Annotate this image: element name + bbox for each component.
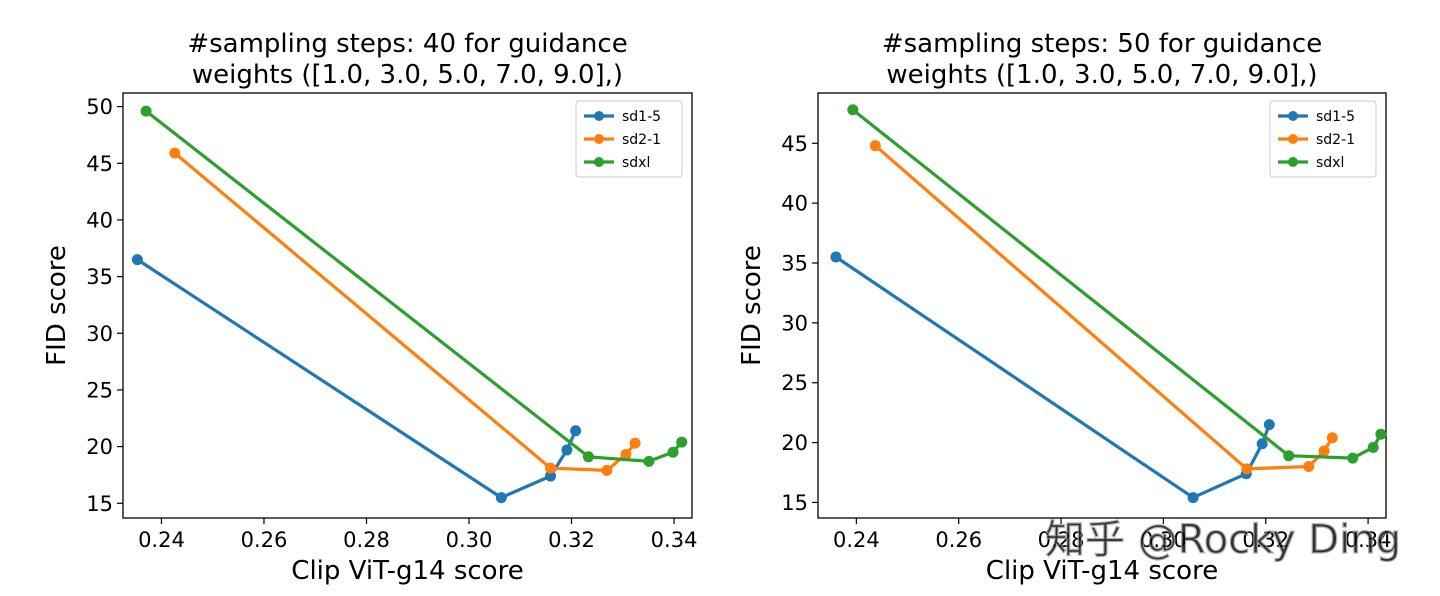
x-tick-label: 0.34 — [651, 528, 698, 552]
data-point — [545, 470, 557, 482]
y-axis-label: FID score — [42, 245, 72, 366]
legend-swatch-marker — [594, 134, 604, 144]
series-line — [834, 255, 1271, 500]
chart-title-line: #sampling steps: 40 for guidance — [187, 29, 627, 59]
data-point — [620, 449, 632, 461]
x-tick-label: 0.26 — [241, 528, 288, 552]
data-point — [561, 444, 573, 456]
legend-label: sd2-1 — [1316, 132, 1355, 148]
chart-steps-40: #sampling steps: 40 for guidanceweights … — [42, 29, 697, 586]
axes-frame — [817, 92, 1387, 519]
y-tick-label: 15 — [86, 492, 113, 516]
y-tick-label: 35 — [781, 252, 808, 276]
data-point — [1283, 450, 1295, 462]
data-point — [847, 104, 859, 116]
data-point — [830, 251, 842, 263]
x-tick-label: 0.30 — [1140, 528, 1187, 552]
data-point — [582, 451, 594, 463]
chart-title-line: #sampling steps: 50 for guidance — [882, 29, 1322, 59]
y-tick-label: 50 — [86, 95, 113, 119]
legend-label: sd1-5 — [622, 109, 661, 125]
data-point — [495, 492, 507, 504]
data-point — [545, 462, 557, 474]
data-point — [1318, 445, 1330, 457]
y-tick-label: 15 — [781, 491, 808, 515]
chart-title-line: weights ([1.0, 3.0, 5.0, 7.0, 9.0],) — [192, 60, 623, 90]
x-tick-label: 0.32 — [1242, 528, 1289, 552]
legend-label: sd2-1 — [622, 132, 661, 148]
legend-swatch-marker — [1288, 157, 1298, 167]
y-tick-label: 35 — [86, 265, 113, 289]
watermark: 知乎 @Rocky Ding — [1045, 517, 1401, 563]
series-sd1-5 — [830, 251, 1275, 504]
data-point — [601, 464, 613, 476]
y-axis-label: FID score — [737, 245, 767, 366]
y-tick-label: 30 — [781, 311, 808, 335]
data-point — [1241, 463, 1253, 475]
x-axis-label: Clip ViT-g14 score — [291, 556, 523, 586]
axes-frame — [122, 92, 693, 519]
data-point — [169, 147, 181, 159]
legend-box — [575, 100, 683, 178]
y-tick-label: 25 — [781, 371, 808, 395]
data-point — [570, 425, 582, 437]
series-sd2-1 — [869, 140, 1338, 475]
y-tick-label: 45 — [781, 132, 808, 156]
y-tick-label: 20 — [781, 431, 808, 455]
legend-swatch-marker — [1288, 134, 1298, 144]
y-tick-label: 40 — [781, 192, 808, 216]
data-point — [869, 140, 881, 152]
legend: sd1-5 sd2-1 sdxl — [1269, 100, 1377, 178]
legend-box — [1269, 100, 1377, 178]
x-tick-label: 0.24 — [138, 528, 185, 552]
y-tick-label: 30 — [86, 322, 113, 346]
data-point — [1375, 428, 1387, 440]
legend: sd1-5 sd2-1 sdxl — [575, 100, 683, 178]
x-axis-label: Clip ViT-g14 score — [986, 556, 1218, 586]
legend-label: sdxl — [622, 155, 650, 171]
legend-swatch-marker — [594, 157, 604, 167]
y-tick-label: 25 — [86, 378, 113, 402]
series-sd2-1 — [169, 147, 641, 476]
y-tick-label: 40 — [86, 208, 113, 232]
data-point — [1367, 441, 1379, 453]
x-tick-label: 0.32 — [548, 528, 595, 552]
x-tick-label: 0.30 — [446, 528, 493, 552]
data-point — [1347, 452, 1359, 464]
y-tick-label: 20 — [86, 435, 113, 459]
data-point — [1256, 438, 1268, 450]
legend-swatch-marker — [1288, 111, 1298, 121]
data-point — [1187, 492, 1199, 504]
data-point — [1263, 419, 1275, 431]
data-point — [629, 437, 641, 449]
chart-title-line: weights ([1.0, 3.0, 5.0, 7.0, 9.0],) — [886, 60, 1317, 90]
data-point — [140, 105, 152, 117]
data-point — [1326, 432, 1338, 444]
series-sdxl — [847, 104, 1387, 464]
x-tick-label: 0.34 — [1345, 528, 1392, 552]
x-tick-label: 0.28 — [343, 528, 390, 552]
x-tick-label: 0.26 — [935, 528, 982, 552]
data-point — [643, 455, 655, 467]
y-tick-label: 45 — [86, 152, 113, 176]
data-point — [131, 254, 143, 266]
data-point — [1303, 461, 1315, 473]
series-sd1-5 — [131, 254, 582, 504]
x-tick-label: 0.28 — [1038, 528, 1085, 552]
series-line — [135, 258, 578, 500]
x-tick-label: 0.24 — [833, 528, 880, 552]
legend-label: sd1-5 — [1316, 109, 1355, 125]
chart-steps-50: #sampling steps: 50 for guidanceweights … — [737, 29, 1391, 586]
series-sdxl — [140, 105, 688, 467]
data-point — [667, 446, 679, 458]
data-point — [676, 436, 688, 448]
legend-label: sdxl — [1316, 155, 1344, 171]
legend-swatch-marker — [594, 111, 604, 121]
